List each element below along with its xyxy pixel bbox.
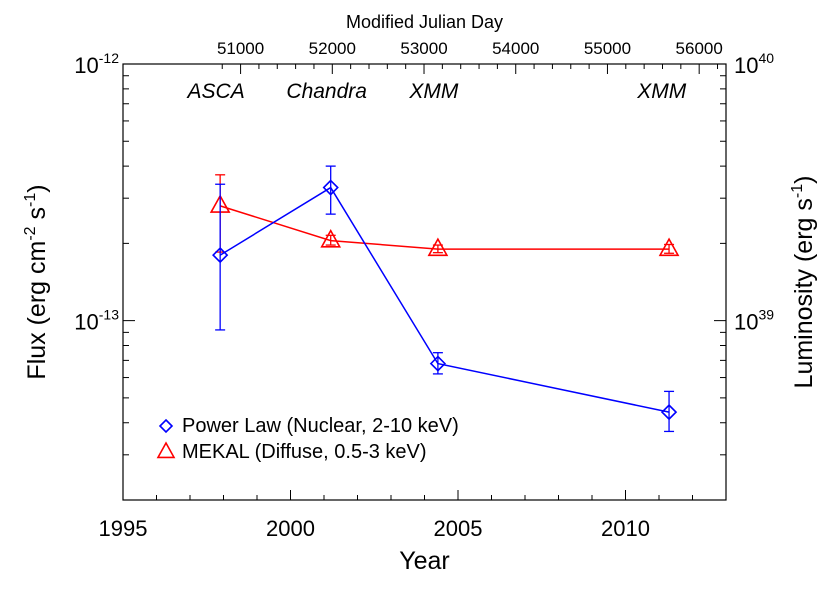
y-tick-label: 10-13: [74, 307, 119, 335]
series-mekal: [209, 174, 680, 257]
diamond-marker: [322, 179, 339, 196]
top-axis-title: Modified Julian Day: [346, 12, 503, 32]
diamond-marker: [158, 418, 174, 434]
series-line: [219, 205, 670, 250]
top-tick-label: 54000: [492, 39, 539, 58]
observatory-label: ASCA: [186, 80, 245, 103]
observatory-label: XMM: [636, 80, 687, 103]
triangle-marker: [320, 228, 342, 248]
top-tick-label: 53000: [400, 39, 447, 58]
top-tick-label: 51000: [217, 39, 264, 58]
y2-tick-label: 1039: [734, 307, 774, 335]
legend-label: Power Law (Nuclear, 2-10 keV): [182, 415, 459, 437]
series-line: [219, 186, 670, 413]
y-tick-label: 10-12: [74, 50, 119, 78]
x-tick-label: 2010: [601, 516, 650, 541]
top-tick-label: 55000: [584, 39, 631, 58]
x-tick-label: 2000: [266, 516, 315, 541]
observatory-label: XMM: [408, 80, 459, 103]
series-power-law: [212, 165, 678, 433]
y2-tick-label: 1040: [734, 50, 774, 78]
top-tick-label: 52000: [309, 39, 356, 58]
top-tick-label: 56000: [676, 39, 723, 58]
x-tick-label: 1995: [99, 516, 148, 541]
diamond-marker: [212, 246, 229, 264]
legend-label: MEKAL (Diffuse, 0.5-3 keV): [182, 441, 427, 463]
observatory-label: Chandra: [286, 80, 367, 103]
x-tick-label: 2005: [434, 516, 483, 541]
triangle-marker: [427, 237, 449, 257]
triangle-marker: [156, 441, 176, 459]
triangle-marker: [658, 237, 680, 257]
labels: 1995 2000 2005 2010 51000 52000 53000 54000 5500…: [22, 12, 818, 575]
legend: Power Law (Nuclear, 2-10 keV) MEKAL (Diff…: [156, 415, 459, 463]
y2-axis-title: Luminosity (erg s-1): [789, 176, 818, 389]
data-series: [209, 165, 680, 433]
diamond-marker: [429, 355, 447, 372]
x-axis-title: Year: [399, 547, 450, 575]
diamond-marker: [660, 403, 678, 421]
y-axis-title: Flux (erg cm-2 s-1): [22, 184, 51, 379]
axes: [122, 63, 727, 501]
